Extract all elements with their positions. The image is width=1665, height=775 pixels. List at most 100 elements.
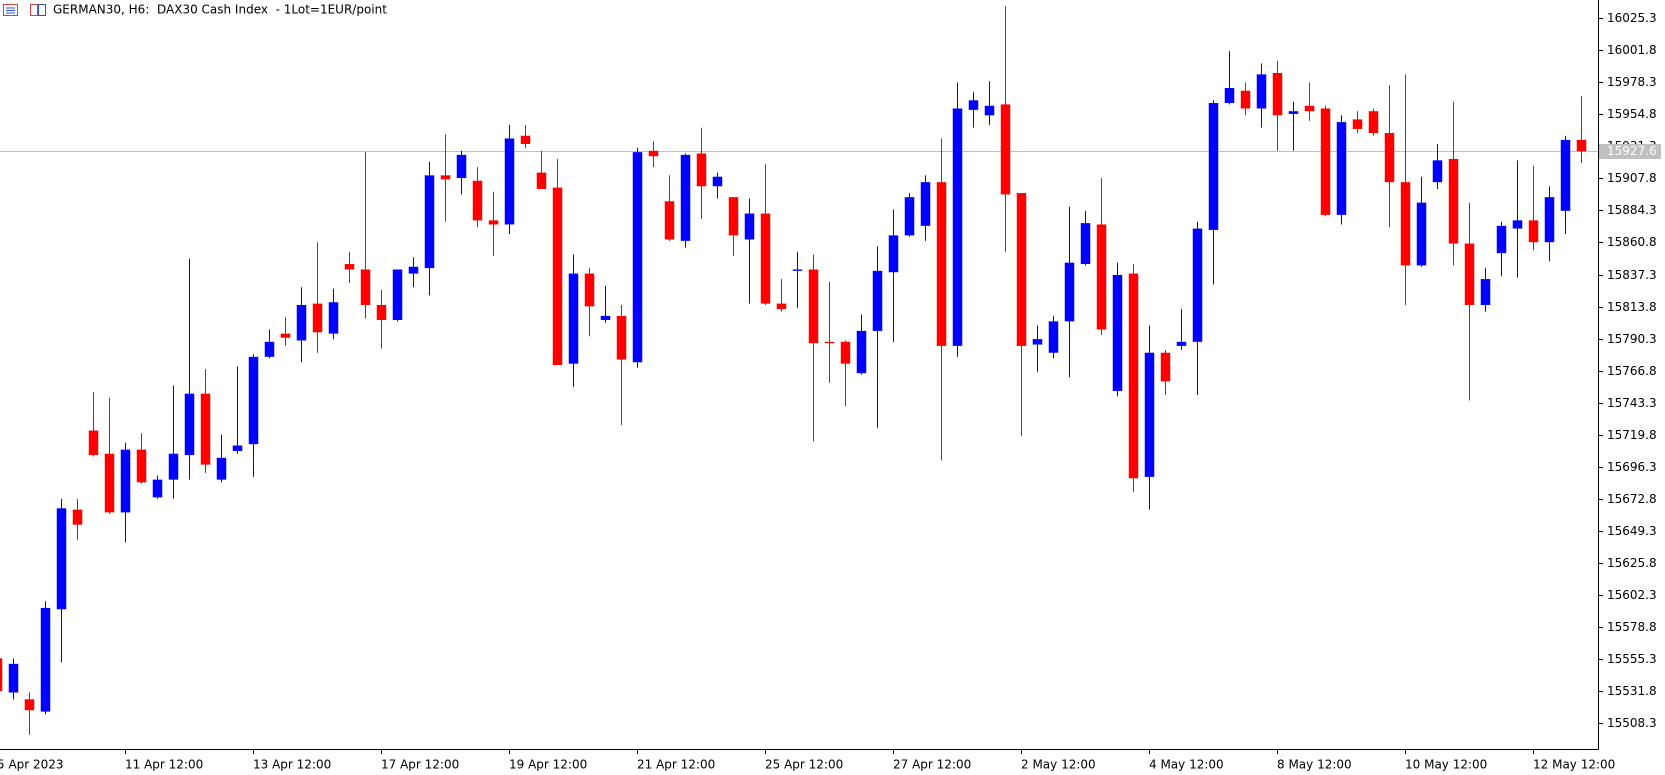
candle-body: [1032, 339, 1043, 345]
candle-body: [424, 175, 435, 269]
candle-body: [1176, 341, 1187, 346]
y-tick-label: 15860.8: [1607, 235, 1657, 249]
y-tick-label: 15813.8: [1607, 300, 1657, 314]
candle-body: [824, 341, 835, 344]
candle-body: [152, 479, 163, 498]
candle-body: [1000, 104, 1011, 195]
candle-body: [1128, 273, 1139, 479]
y-tick-label: 15790.3: [1607, 332, 1657, 346]
candle-body: [360, 269, 371, 305]
current-price-label: 15927.6: [1607, 144, 1657, 158]
candle-body: [488, 220, 499, 225]
candle-body: [0, 658, 3, 692]
candle-body: [456, 154, 467, 179]
candle-body: [1064, 262, 1075, 322]
candle-body: [376, 304, 387, 320]
x-tick-label: 11 Apr 12:00: [125, 758, 203, 772]
title-icons: [3, 4, 46, 16]
candle-body: [760, 213, 771, 304]
candle-body: [520, 135, 531, 144]
candle-body: [744, 213, 755, 240]
y-tick-label: 15954.8: [1607, 107, 1657, 121]
x-tick-label: 21 Apr 12:00: [637, 758, 715, 772]
y-tick-label: 15672.8: [1607, 492, 1657, 506]
x-tick-label: 8 May 12:00: [1277, 758, 1352, 772]
candle-body: [56, 508, 67, 610]
x-tick-label: 2 May 12:00: [1021, 758, 1096, 772]
candle-body: [792, 269, 803, 271]
candle-body: [136, 449, 147, 483]
candle-body: [248, 356, 259, 445]
candle-body: [1240, 90, 1251, 109]
candle-body: [392, 269, 403, 320]
x-tick-label: 13 Apr 12:00: [253, 758, 331, 772]
candle-body: [888, 235, 899, 273]
candle-body: [184, 393, 195, 456]
candle-body: [1352, 119, 1363, 129]
candle-body: [1368, 111, 1379, 134]
candle-body: [168, 453, 179, 480]
candle-body: [600, 315, 611, 320]
candle-body: [1304, 105, 1315, 112]
candle-body: [1416, 202, 1427, 266]
candle-body: [1144, 352, 1155, 477]
x-tick-label: 19 Apr 12:00: [509, 758, 587, 772]
icon-doc: [30, 4, 38, 16]
candle-body: [1160, 352, 1171, 382]
x-tick-label: 25 Apr 12:00: [765, 758, 843, 772]
candle-body: [344, 264, 355, 270]
candle-body: [504, 138, 515, 225]
candle-body: [1256, 74, 1267, 109]
candle-body: [840, 341, 851, 364]
x-tick-label: 4 May 12:00: [1149, 758, 1224, 772]
y-tick-label: 15884.3: [1607, 203, 1657, 217]
candle-body: [1480, 279, 1491, 305]
candle-body: [1384, 133, 1395, 183]
candle-body: [120, 449, 131, 513]
candle-body: [440, 175, 451, 180]
candle-body: [664, 201, 675, 240]
chart-title: GERMAN30, H6: DAX30 Cash Index - 1Lot=1E…: [53, 3, 387, 17]
candle-body: [696, 153, 707, 187]
candle-body: [328, 302, 339, 334]
candle-body: [88, 430, 99, 456]
candle-body: [296, 304, 307, 341]
candle-body: [232, 445, 243, 451]
y-tick-label: 15649.3: [1607, 524, 1657, 538]
y-tick-label: 15719.8: [1607, 428, 1657, 442]
candle-body: [216, 457, 227, 480]
candle-body: [680, 154, 691, 241]
y-tick-label: 15578.8: [1607, 620, 1657, 634]
candle-body: [1016, 193, 1027, 346]
candle-body: [8, 663, 19, 693]
x-tick-label: 12 May 12:00: [1533, 758, 1615, 772]
candle-body: [104, 453, 115, 513]
candle-body: [920, 182, 931, 226]
candle-body: [1272, 73, 1283, 116]
candle-body: [72, 509, 83, 525]
candle-body: [1080, 223, 1091, 265]
candle-body: [552, 187, 563, 366]
candle-body: [280, 333, 291, 338]
y-tick-label: 15837.3: [1607, 268, 1657, 282]
candle-body: [984, 105, 995, 116]
candle-body: [1048, 321, 1059, 353]
candle-body: [408, 266, 419, 274]
x-tick-label: 10 May 12:00: [1405, 758, 1487, 772]
x-tick-label: 17 Apr 12:00: [381, 758, 459, 772]
y-tick-label: 15555.3: [1607, 652, 1657, 666]
candle-body: [1448, 158, 1459, 244]
candle-body: [200, 393, 211, 465]
candle-body: [1512, 220, 1523, 229]
candle-body: [264, 341, 275, 357]
candle-body: [24, 699, 35, 711]
candle-body: [1432, 160, 1443, 183]
candle-body: [936, 182, 947, 346]
candle-body: [472, 180, 483, 221]
y-tick-label: 15602.3: [1607, 588, 1657, 602]
candle-body: [1560, 139, 1571, 211]
candle-body: [712, 176, 723, 187]
candle-body: [728, 197, 739, 236]
